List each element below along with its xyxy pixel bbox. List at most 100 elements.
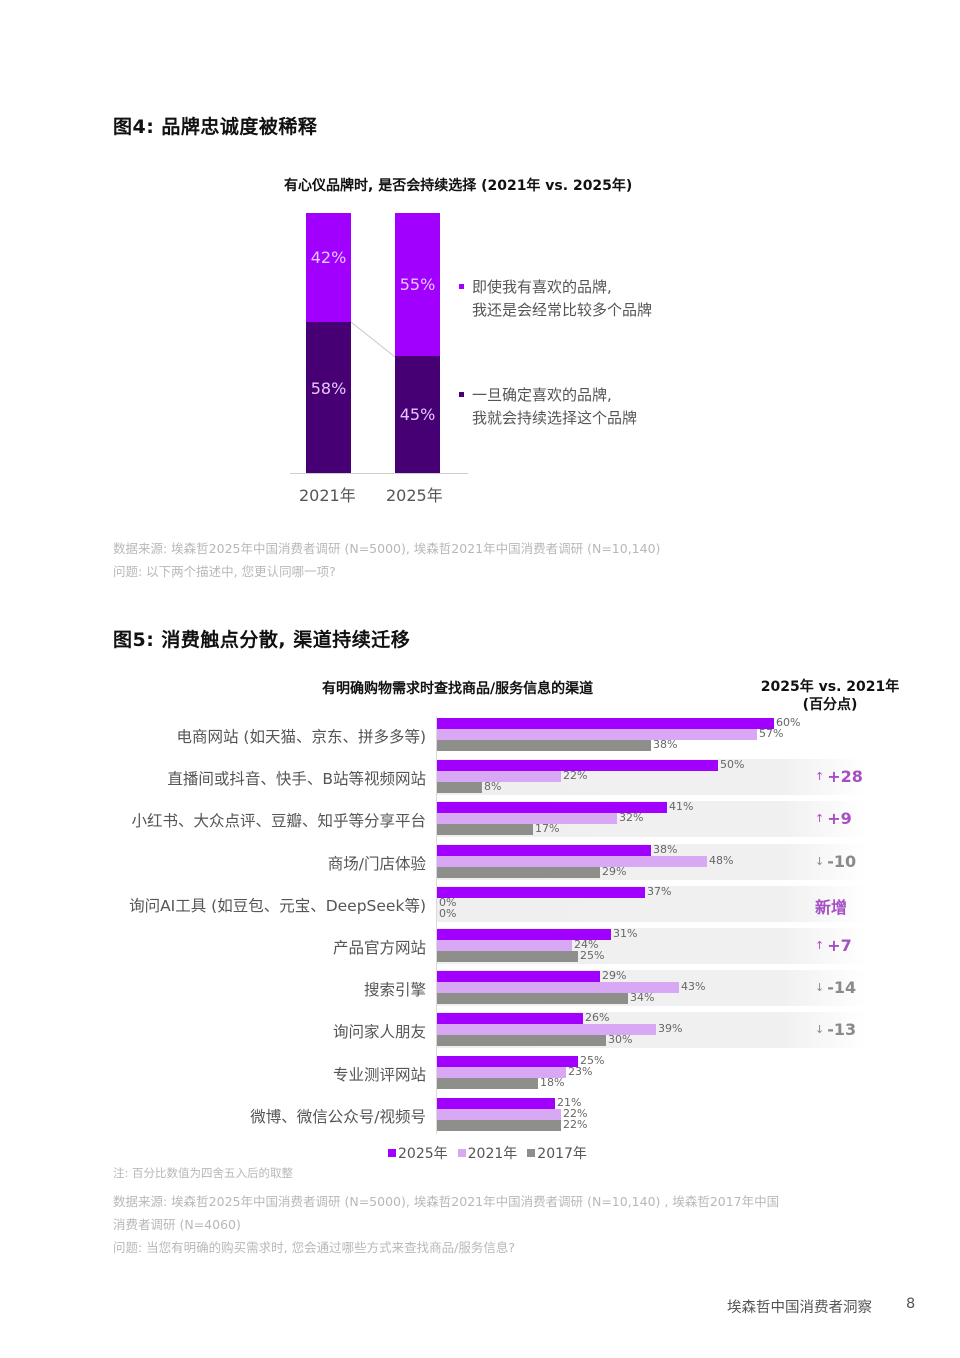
connector-line: [351, 322, 395, 357]
delta-header-line1: 2025年 vs. 2021年: [760, 679, 900, 695]
bar-value-label: 24%: [574, 938, 599, 951]
bar-2021: [437, 771, 561, 783]
change-value: +28: [827, 767, 863, 787]
bar-2021: [437, 982, 679, 994]
bar-value-label: 41%: [669, 800, 694, 814]
channel-label: 小红书、大众点评、豆瓣、知乎等分享平台: [131, 812, 426, 831]
bar-2017: [437, 1119, 561, 1131]
channel-label: 直播间或抖音、快手、B站等视频网站: [167, 770, 426, 789]
bar-2021-loyal-segment: 58%: [306, 322, 351, 473]
bar-value-label: 57%: [759, 727, 784, 740]
legend-item-2025: 2025年: [388, 1143, 448, 1163]
bar-value-label: 38%: [653, 738, 678, 751]
bar-value-label: 23%: [568, 1064, 593, 1078]
legend-swatch-2017: [527, 1149, 536, 1157]
legend-swatch-2025: [388, 1149, 396, 1157]
bar-2025: [437, 802, 667, 814]
figure4-source: 数据来源: 埃森哲2025年中国消费者调研 (N=5000), 埃森哲2021年…: [113, 541, 661, 556]
bar-value-label: 31%: [613, 927, 638, 940]
figure4-x-axis: [290, 473, 468, 474]
channel-label: 微博、微信公众号/视频号: [250, 1107, 426, 1126]
bar-2021: [437, 1066, 566, 1078]
bar-value-label: 29%: [602, 969, 627, 983]
bar-2021: [437, 940, 572, 951]
footer-publication: 埃森哲中国消费者洞察: [727, 1300, 872, 1316]
change-value: +9: [827, 809, 852, 829]
figure5-chart-title: 有明确购物需求时查找商品/服务信息的渠道: [322, 681, 594, 697]
arrow-up-icon: ↑: [815, 770, 825, 784]
bar-2025-compare-segment: 55%: [395, 213, 440, 356]
bar-value-label: 32%: [619, 811, 644, 825]
bar-2021-compare-segment: 42%: [306, 213, 351, 322]
arrow-up-icon: ↑: [815, 939, 825, 952]
figure5-legend: 2025年 2021年 2017年: [388, 1143, 587, 1163]
channel-row: 微博、微信公众号/视频号 21% 22% 22%: [0, 1097, 960, 1133]
bar-2021: [437, 1024, 656, 1036]
legend-swatch-2021: [457, 1149, 466, 1157]
arrow-up-icon: ↑: [815, 812, 825, 826]
bar-value-label: 22%: [563, 1117, 588, 1131]
figure5-note: 注: 百分比数值为四舍五入后的取整: [113, 1166, 294, 1180]
legend-label-2021: 2021年: [467, 1146, 518, 1162]
channel-label: 电商网站 (如天猫、京东、拼多多等): [176, 728, 426, 746]
bar-2025: [437, 929, 611, 940]
bar-2025: [437, 1055, 578, 1067]
channel-row: 产品官方网站 31% 24% 25% ↑ +7: [0, 928, 960, 964]
figure5-y-axis: [436, 716, 437, 1134]
bar-value-label: 50%: [720, 758, 745, 772]
channel-row: 搜索引擎 29% 43% 34% ↓ -14: [0, 969, 960, 1007]
channel-row: 商场/门店体验 38% 48% 29% ↓ -10: [0, 843, 960, 880]
bar-value-label: 18%: [540, 1075, 565, 1089]
change-value: -13: [827, 1020, 857, 1040]
bar-2025-loyal-value: 45%: [399, 405, 436, 424]
bar-value-label: 22%: [563, 769, 588, 783]
change-value: 新增: [815, 897, 848, 917]
channel-row: 询问家人朋友 26% 39% 30% ↓ -13: [0, 1012, 960, 1049]
legend-compare-line1: 即使我有喜欢的品牌,: [472, 278, 612, 296]
legend-swatch-compare: [459, 284, 464, 289]
change-indicator: 新增: [815, 894, 847, 918]
legend-loyal-line1: 一旦确定喜欢的品牌,: [472, 386, 612, 404]
figure5-title: 图5: 消费触点分散, 渠道持续迁移: [113, 629, 411, 651]
bar-2017: [437, 824, 533, 836]
bar-value-label: 48%: [709, 853, 734, 867]
bar-value-label: 0%: [439, 906, 457, 920]
bar-2021-compare-value: 42%: [310, 248, 347, 267]
channel-row: 电商网站 (如天猫、京东、拼多多等) 60% 57% 38%: [0, 717, 960, 753]
bar-value-label: 29%: [602, 864, 627, 878]
bar-2021: [437, 813, 617, 825]
page-number: 8: [906, 1296, 916, 1312]
figure4-title: 图4: 品牌忠诚度被稀释: [113, 116, 318, 138]
bar-2017: [437, 951, 578, 962]
legend-item-2021: 2021年: [457, 1143, 518, 1163]
figure4-chart-title: 有心仪品牌时, 是否会持续选择 (2021年 vs. 2025年): [284, 178, 633, 194]
legend-loyal-line2: 我就会持续选择这个品牌: [472, 409, 638, 427]
figure5-question: 问题: 当您有明确的购买需求时, 您会通过哪些方式来查找商品/服务信息?: [113, 1240, 515, 1255]
bar-2025: [437, 844, 651, 856]
bar-2025: [437, 760, 718, 772]
bar-2025-compare-value: 55%: [399, 275, 436, 294]
arrow-down-icon: ↓: [815, 1023, 825, 1037]
change-indicator: ↑ +7: [815, 936, 852, 955]
change-value: +7: [827, 936, 852, 955]
bar-2017: [437, 866, 600, 878]
bar-2025: [437, 1097, 555, 1109]
bar-value-label: 25%: [580, 1053, 605, 1067]
change-indicator: ↑ +28: [815, 767, 863, 786]
channel-label: 搜索引擎: [363, 981, 426, 1000]
bar-2021-loyal-value: 58%: [310, 379, 347, 398]
bar-2017: [437, 993, 628, 1005]
bar-2017: [437, 1035, 606, 1047]
bar-2025: [437, 886, 645, 898]
legend-label-2025: 2025年: [398, 1146, 448, 1162]
arrow-down-icon: ↓: [815, 981, 825, 995]
channel-label: 询问家人朋友: [332, 1023, 426, 1042]
legend-item-compare: 即使我有喜欢的品牌, 我还是会经常比较多个品牌: [459, 276, 653, 322]
channel-row: 专业测评网站 25% 23% 18%: [0, 1055, 960, 1091]
legend-compare-line2: 我还是会经常比较多个品牌: [472, 301, 653, 319]
figure5-source-line1: 数据来源: 埃森哲2025年中国消费者调研 (N=5000), 埃森哲2021年…: [113, 1194, 780, 1209]
bar-2017: [437, 1077, 538, 1089]
bar-2017: [437, 782, 482, 794]
arrow-down-icon: ↓: [815, 854, 825, 868]
bar-value-label: 34%: [630, 991, 655, 1005]
